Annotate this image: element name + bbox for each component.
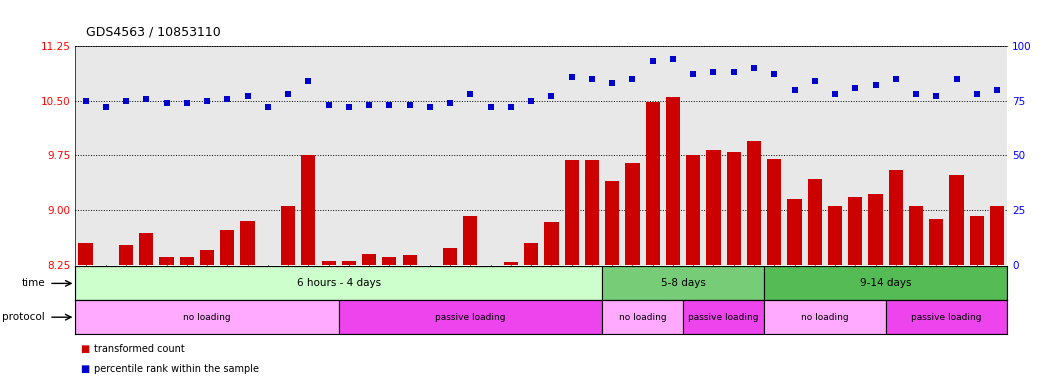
Bar (727, 152, 741, 265)
Bar (683, 300, 764, 334)
Bar (707, 150, 720, 265)
Text: 5-8 days: 5-8 days (661, 278, 706, 288)
Bar (868, 194, 883, 265)
Bar (990, 206, 1004, 265)
Bar (886, 300, 1007, 334)
Bar (585, 161, 599, 265)
Text: GDS4563 / 10853110: GDS4563 / 10853110 (86, 25, 221, 38)
Bar (747, 141, 761, 265)
Text: passive loading: passive loading (911, 313, 982, 322)
Text: 6 hours - 4 days: 6 hours - 4 days (296, 278, 381, 288)
Bar (321, 261, 336, 265)
Text: 9-14 days: 9-14 days (860, 278, 912, 288)
Bar (625, 162, 640, 265)
Bar (686, 156, 700, 265)
Bar (119, 245, 133, 265)
Bar (848, 197, 863, 265)
Bar (602, 300, 683, 334)
Bar (525, 243, 538, 265)
Text: transformed count: transformed count (94, 344, 185, 354)
Text: ■: ■ (81, 344, 90, 354)
Bar (464, 216, 477, 265)
Bar (909, 206, 923, 265)
Text: percentile rank within the sample: percentile rank within the sample (94, 364, 260, 374)
Bar (281, 206, 295, 265)
Bar (930, 219, 943, 265)
Bar (807, 179, 822, 265)
Bar (75, 266, 602, 300)
Bar (402, 255, 417, 265)
Bar (889, 170, 903, 265)
Bar (180, 257, 194, 265)
Text: no loading: no loading (183, 313, 231, 322)
Bar (362, 254, 376, 265)
Bar (241, 221, 254, 265)
Text: no loading: no loading (801, 313, 849, 322)
Bar (159, 257, 174, 265)
Bar (220, 230, 235, 265)
Bar (79, 243, 92, 265)
Bar (787, 199, 802, 265)
Text: ■: ■ (81, 364, 90, 374)
Bar (339, 300, 602, 334)
Bar (970, 216, 984, 265)
Bar (605, 181, 619, 265)
Bar (544, 222, 558, 265)
Text: no loading: no loading (619, 313, 666, 322)
Bar (302, 156, 315, 265)
Bar (382, 257, 397, 265)
Bar (564, 161, 579, 265)
Bar (764, 300, 886, 334)
Bar (646, 102, 660, 265)
Bar (764, 266, 1007, 300)
Bar (767, 159, 781, 265)
Text: protocol: protocol (2, 312, 45, 322)
Bar (602, 266, 764, 300)
Bar (504, 262, 518, 265)
Bar (139, 233, 153, 265)
Bar (75, 300, 339, 334)
Text: passive loading: passive loading (436, 313, 506, 322)
Text: passive loading: passive loading (688, 313, 759, 322)
Text: time: time (21, 278, 45, 288)
Bar (828, 206, 842, 265)
Bar (341, 261, 356, 265)
Bar (666, 97, 681, 265)
Bar (200, 250, 215, 265)
Bar (950, 175, 963, 265)
Bar (443, 248, 458, 265)
